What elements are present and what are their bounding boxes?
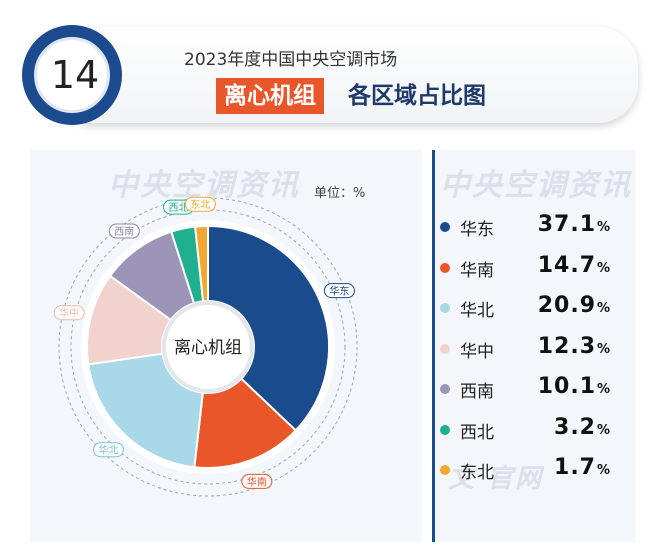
slice-label-text: 东北 (190, 198, 210, 211)
title-rest: 各区域占比图 (348, 83, 486, 109)
figure-number: 14 (50, 53, 100, 97)
legend-label: 华中 (460, 341, 494, 362)
legend-item: 华中 12.3% (436, 334, 636, 364)
legend-item: 华北 20.9% (436, 293, 636, 323)
slice-label-pill (108, 223, 140, 239)
legend-item: 华东 37.1% (436, 212, 636, 242)
legend-panel (432, 150, 635, 542)
legend-label: 西北 (460, 422, 494, 443)
legend-label: 华北 (460, 301, 494, 321)
legend-swatch (440, 465, 450, 475)
legend-percent-sign: % (596, 220, 610, 235)
slice-label-6: 东北 (184, 196, 216, 212)
watermark: 文 官网 (448, 464, 544, 494)
slice-label-pill (323, 283, 355, 299)
legend-item: 华南 14.7% (436, 253, 636, 283)
legend-label: 华南 (460, 260, 494, 281)
legend-swatch (440, 303, 450, 313)
slice-label-pill (53, 305, 85, 321)
pie-center-label: 离心机组 (174, 338, 242, 358)
legend-swatch (440, 343, 450, 354)
title-highlight: 离心机组 (216, 78, 324, 114)
legend-label: 华东 (460, 220, 494, 240)
legend-item: 东北 1.7% (436, 455, 636, 485)
slice-label-1: 华南 (241, 473, 273, 489)
legend-value: 14.7 (537, 252, 596, 278)
legend-percent-sign: % (596, 260, 610, 276)
number-badge-inner: 14 (34, 37, 110, 113)
legend-label: 东北 (460, 463, 494, 483)
legend-value: 3.2 (554, 414, 596, 440)
legend-value: 37.1 (537, 212, 596, 237)
legend-percent-sign: % (596, 463, 610, 478)
legend-value: 20.9 (537, 293, 596, 318)
number-badge: 14 (22, 25, 122, 125)
unit-label: 单位：% (314, 186, 366, 201)
legend-percent-sign: % (596, 422, 610, 438)
legend-value: 1.7 (554, 455, 596, 480)
legend-percent-sign: % (596, 301, 610, 316)
subtitle: 2023年度中国中央空调市场 (184, 50, 398, 70)
slice-label-text: 西北 (169, 202, 189, 214)
legend-percent-sign: % (596, 341, 610, 357)
slice-label-text: 华南 (247, 475, 267, 488)
header-background (82, 27, 638, 123)
legend-swatch (440, 222, 450, 232)
legend-swatch (440, 424, 450, 435)
header: 14 2023年度中国中央空调市场 离心机组 各区域占比图 (22, 25, 640, 125)
legend-item: 西北 3.2% (436, 415, 636, 445)
legend-percent-sign: % (596, 382, 610, 397)
slice-label-2: 华北 (92, 442, 124, 458)
legend-swatch (440, 384, 450, 394)
decorative-ring (58, 197, 358, 497)
slice-label-3: 华中 (53, 305, 85, 321)
slice-label-text: 华中 (59, 307, 79, 320)
slice-label-text: 华北 (98, 444, 118, 457)
legend-label: 西南 (460, 382, 494, 402)
legend-swatch (440, 262, 450, 273)
slice-label-pill (184, 196, 216, 212)
legend-value: 12.3 (537, 333, 596, 359)
watermark: 中央空调资讯 (440, 168, 632, 203)
slice-label-pill (92, 442, 124, 458)
pie-center (162, 301, 254, 393)
slice-label-0: 华东 (323, 283, 355, 299)
slice-label-4: 西南 (108, 223, 140, 239)
slice-label-pill (241, 473, 273, 489)
slice-label-text: 华东 (329, 285, 349, 298)
legend-item: 西南 10.1% (436, 374, 636, 404)
legend-value: 10.1 (537, 374, 596, 399)
decorative-ring (70, 209, 346, 485)
slice-label-text: 西南 (114, 225, 134, 238)
